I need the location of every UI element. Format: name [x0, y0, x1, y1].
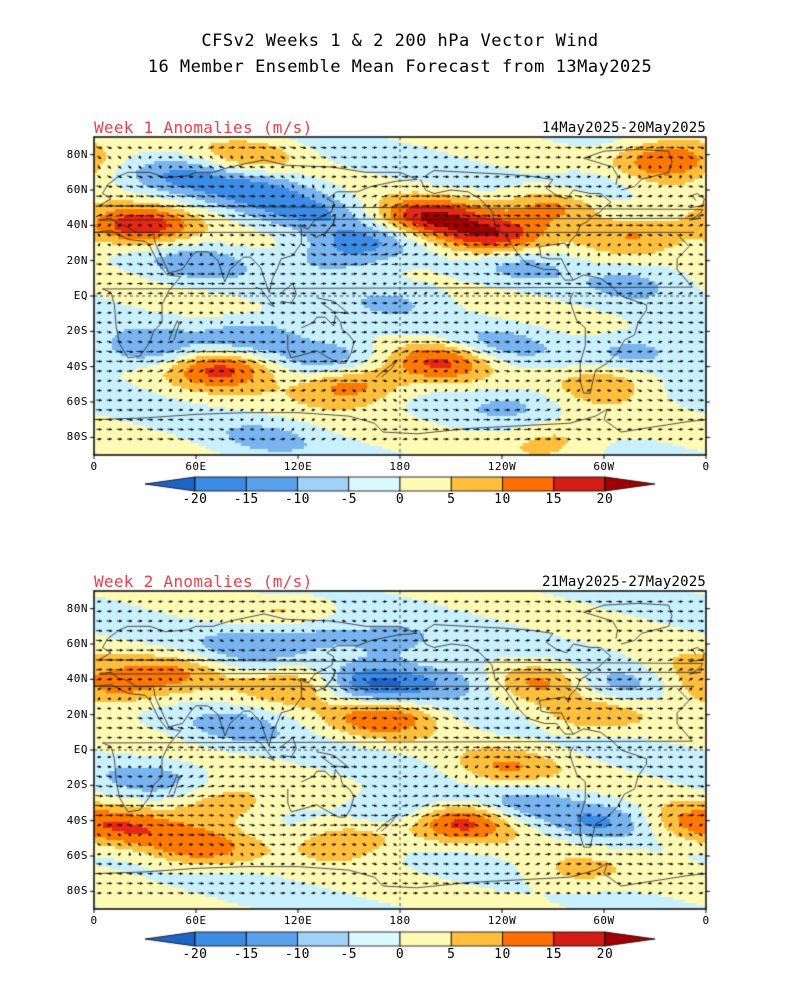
lat-label-1: 40N [66, 218, 88, 232]
lon-label-2: 60E [185, 914, 207, 927]
lat-label-2: EQ [73, 743, 88, 756]
lat-label-1: EQ [73, 289, 88, 302]
colorbar-label-2: 5 [447, 947, 456, 962]
colorbar-label-1: -15 [233, 492, 259, 507]
lat-label-1: 60S [66, 395, 88, 408]
lon-label-2: 120E [283, 914, 313, 927]
lat-label-1: 80S [66, 430, 88, 444]
lon-label-2: 60W [593, 914, 615, 927]
lon-label-2: 180 [389, 914, 411, 927]
colorbar-label-1: -5 [340, 492, 358, 507]
colorbar-label-2: 10 [494, 947, 511, 962]
colorbar-label-2: 20 [596, 947, 614, 962]
colorbar-label-1: 15 [545, 492, 563, 507]
figure-title-line2: 16 Member Ensemble Mean Forecast from 13… [147, 57, 653, 77]
lat-label-2: 60N [66, 637, 88, 650]
lon-label-2: 0 [90, 914, 98, 927]
colorbar-label-2: -10 [285, 947, 310, 962]
lat-label-1: 80N [66, 147, 88, 161]
colorbar-label-2: -5 [340, 947, 358, 962]
lon-label-1: 0 [90, 460, 98, 473]
panel2-title: Week 2 Anomalies (m/s) [94, 572, 313, 591]
colorbar-label-1: -20 [182, 492, 208, 507]
colorbar-label-2: -20 [182, 947, 208, 962]
colorbar-label-1: 10 [494, 492, 511, 507]
lon-label-2: 120W [487, 914, 517, 927]
figure-title-line1: CFSv2 Weeks 1 & 2 200 hPa Vector Wind [201, 31, 599, 51]
lat-label-2: 20S [66, 778, 88, 792]
lat-label-2: 40N [66, 672, 88, 686]
lon-label-1: 120E [283, 460, 313, 473]
panel2-date-range: 21May2025-27May2025 [542, 574, 706, 590]
lon-label-1: 0 [702, 460, 710, 473]
lat-label-1: 60N [66, 183, 88, 196]
lat-label-1: 20N [66, 253, 88, 267]
colorbar-label-2: 0 [395, 947, 405, 962]
lat-label-1: 20S [66, 324, 88, 338]
lat-label-2: 20N [66, 707, 88, 721]
colorbar-label-1: 0 [395, 492, 405, 507]
lat-label-2: 80N [66, 601, 88, 615]
colorbar-label-2: -15 [233, 947, 259, 962]
panel1-date-range: 14May2025-20May2025 [542, 120, 706, 136]
lat-label-2: 40S [66, 813, 88, 827]
colorbar-label-1: 5 [447, 492, 456, 507]
colorbar-label-2: 15 [545, 947, 563, 962]
lon-label-2: 0 [702, 914, 710, 927]
colorbar-label-1: 20 [596, 492, 614, 507]
colorbar-label-1: -10 [285, 492, 310, 507]
lon-label-1: 180 [389, 460, 411, 473]
lat-label-1: 40S [66, 359, 88, 373]
lon-label-1: 60E [185, 460, 207, 473]
lat-label-2: 60S [66, 849, 88, 862]
lat-label-2: 80S [66, 884, 88, 898]
lon-label-1: 60W [593, 460, 615, 473]
lon-label-1: 120W [487, 460, 517, 473]
panel1-title: Week 1 Anomalies (m/s) [94, 118, 313, 137]
